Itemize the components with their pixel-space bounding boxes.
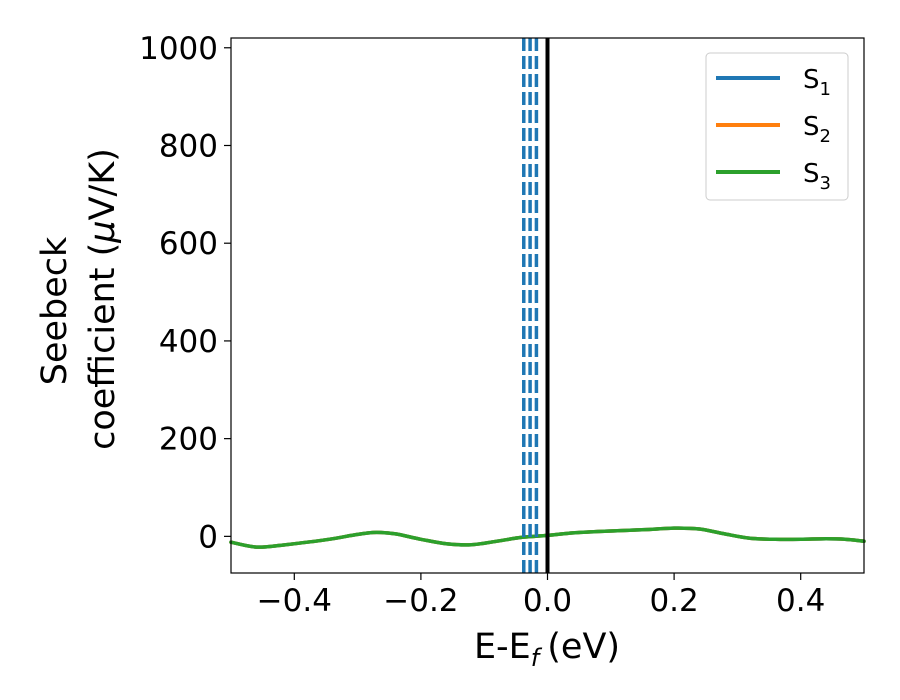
legend-entries: S1 S2 S3 [716,65,831,194]
x-axis-title-unit: (eV) [547,627,620,667]
x-axis-title-main: E-E [474,627,531,667]
y-axis-title-mu: μ [83,220,123,243]
legend: S1 S2 S3 [705,52,849,201]
legend-label-s3: S3 [803,159,831,194]
x-axis-title: E-Ef (eV) [474,627,620,672]
reference-lines-layer [522,38,550,573]
x-tick-label: −0.4 [257,583,332,619]
y-axis-title-prefix: coefficient ( [83,243,123,450]
y-axis-title-line2: coefficient (μV/K) [83,148,123,450]
y-tick-label: 400 [159,324,218,360]
y-tick-label: 800 [159,128,218,164]
y-axis: 0 200 400 600 800 1000 [139,31,231,555]
x-tick-label: −0.2 [383,583,458,619]
legend-label-s2: S2 [803,112,831,147]
y-axis-title-line1: Seebeck [35,236,75,385]
x-tick-label: 0.4 [776,583,825,619]
x-axis: −0.4 −0.2 0.0 0.2 0.4 [257,573,825,619]
y-tick-label: 200 [159,422,218,458]
x-tick-label: 0.2 [649,583,698,619]
y-axis-title-suffix: V/K) [83,148,123,220]
x-axis-title-subscript: f [531,644,543,672]
y-tick-label: 1000 [139,31,218,67]
y-tick-label: 0 [198,519,218,555]
x-tick-label: 0.0 [523,583,572,619]
legend-label-s1: S1 [803,65,831,100]
y-tick-label: 600 [159,226,218,262]
